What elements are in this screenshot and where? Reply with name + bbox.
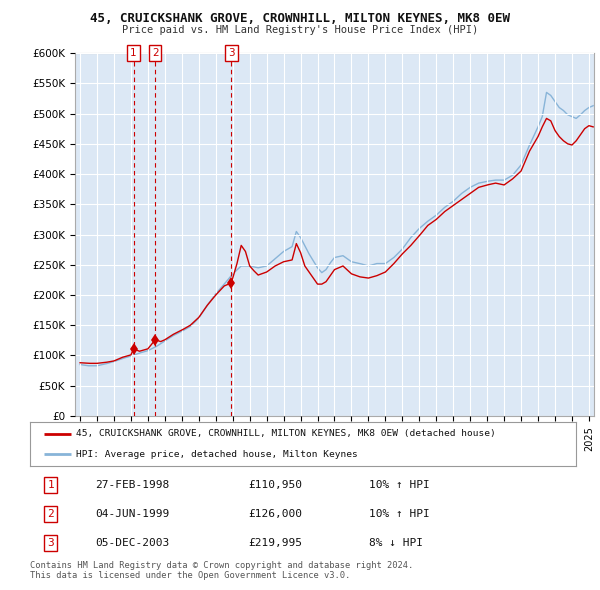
Text: This data is licensed under the Open Government Licence v3.0.: This data is licensed under the Open Gov… xyxy=(30,571,350,580)
Text: 10% ↑ HPI: 10% ↑ HPI xyxy=(368,509,429,519)
Text: 2: 2 xyxy=(47,509,54,519)
Text: 2: 2 xyxy=(152,48,158,58)
Text: Contains HM Land Registry data © Crown copyright and database right 2024.: Contains HM Land Registry data © Crown c… xyxy=(30,560,413,569)
Text: 3: 3 xyxy=(47,537,54,548)
Text: £126,000: £126,000 xyxy=(248,509,302,519)
Text: 3: 3 xyxy=(228,48,235,58)
Text: 1: 1 xyxy=(47,480,54,490)
Text: 27-FEB-1998: 27-FEB-1998 xyxy=(95,480,170,490)
Text: Price paid vs. HM Land Registry's House Price Index (HPI): Price paid vs. HM Land Registry's House … xyxy=(122,25,478,35)
Text: 05-DEC-2003: 05-DEC-2003 xyxy=(95,537,170,548)
Text: 8% ↓ HPI: 8% ↓ HPI xyxy=(368,537,422,548)
Text: £110,950: £110,950 xyxy=(248,480,302,490)
Text: 45, CRUICKSHANK GROVE, CROWNHILL, MILTON KEYNES, MK8 0EW (detached house): 45, CRUICKSHANK GROVE, CROWNHILL, MILTON… xyxy=(76,430,496,438)
Text: £219,995: £219,995 xyxy=(248,537,302,548)
Text: 1: 1 xyxy=(130,48,137,58)
Text: 04-JUN-1999: 04-JUN-1999 xyxy=(95,509,170,519)
Text: HPI: Average price, detached house, Milton Keynes: HPI: Average price, detached house, Milt… xyxy=(76,450,358,458)
Text: 10% ↑ HPI: 10% ↑ HPI xyxy=(368,480,429,490)
Text: 45, CRUICKSHANK GROVE, CROWNHILL, MILTON KEYNES, MK8 0EW: 45, CRUICKSHANK GROVE, CROWNHILL, MILTON… xyxy=(90,12,510,25)
